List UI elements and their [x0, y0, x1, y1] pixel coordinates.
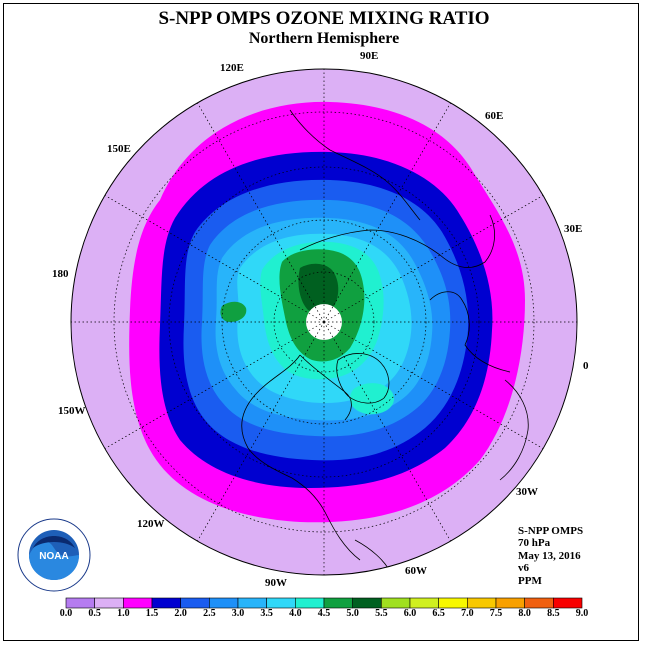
- lon-label-150e: 150E: [107, 143, 131, 155]
- colorbar-tick-label: 8.5: [547, 608, 560, 619]
- colorbar-segment: [524, 597, 554, 609]
- info-instrument: S-NPP OMPS: [518, 525, 584, 537]
- noaa-logo-text: NOAA: [39, 551, 68, 562]
- info-version: v6: [518, 562, 529, 575]
- lon-label-120w: 120W: [137, 518, 165, 530]
- colorbar: [65, 597, 583, 609]
- colorbar-tick-label: 0.0: [59, 608, 73, 619]
- colorbar-segment: [94, 597, 124, 609]
- colorbar-tick-label: 9.0: [575, 608, 589, 619]
- map-subtitle: Northern Hemisphere: [248, 30, 400, 47]
- colorbar-segment: [123, 597, 153, 609]
- lon-label-180: 180: [52, 268, 69, 280]
- colorbar-segment: [352, 597, 382, 609]
- colorbar-tick-label: 3.5: [260, 608, 273, 619]
- noaa-logo: NOAA: [17, 518, 91, 592]
- colorbar-tick-label: 7.0: [461, 608, 474, 619]
- band-4.0-4.5-secondary: [350, 383, 395, 415]
- colorbar-segment: [151, 597, 181, 609]
- map-boundary: [70, 68, 578, 576]
- colorbar-segment: [65, 597, 95, 609]
- lon-label-90e: 90E: [360, 50, 379, 62]
- info-level: 70 hPa: [518, 537, 551, 550]
- colorbar-segment: [237, 597, 267, 609]
- parallels: [113, 111, 535, 533]
- colorbar-segment: [209, 597, 239, 609]
- lon-label-150w: 150W: [58, 405, 86, 417]
- colorbar-segment: [438, 597, 468, 609]
- coastlines: [241, 109, 529, 575]
- colorbar-segment: [323, 597, 353, 609]
- colorbar-tick-label: 1.5: [145, 608, 159, 619]
- coastline-asia: [299, 214, 495, 269]
- band-5.0-5.5: [298, 263, 339, 313]
- colorbar-tick-label: 3.0: [231, 608, 245, 619]
- colorbar-segment: [409, 597, 439, 609]
- colorbar-segment: [495, 597, 525, 609]
- colorbar-tick-label: 7.5: [489, 608, 503, 619]
- colorbar-segment: [266, 597, 296, 609]
- info-date: May 13, 2016: [518, 549, 581, 562]
- map-frame: [3, 3, 639, 641]
- colorbar-tick-label: 5.5: [375, 608, 388, 619]
- colorbar-tick-label: 1.0: [117, 608, 130, 619]
- colorbar-segment: [180, 597, 210, 609]
- colorbar-tick-label: 4.0: [289, 608, 302, 619]
- colorbar-segment: [553, 597, 583, 609]
- band-4.5-5.0-secondary: [220, 301, 247, 322]
- lon-label-60e: 60E: [485, 110, 504, 122]
- coastline-east-asia: [289, 109, 421, 221]
- lon-label-30w: 30W: [516, 486, 538, 498]
- coastline-europe: [429, 291, 511, 373]
- info-block: S-NPP OMPS 70 hPa May 13, 2016 v6 PPM: [518, 525, 583, 587]
- colorbar-tick-label: 5.0: [346, 608, 359, 619]
- coastline-africa: [499, 379, 529, 481]
- colorbar-segment: [381, 597, 411, 609]
- lon-label-30e: 30E: [564, 223, 583, 235]
- colorbar-tick-label: 8.0: [518, 608, 531, 619]
- colorbar-tick-label: 4.5: [317, 608, 331, 619]
- colorbar-tick-label: 6.0: [403, 608, 417, 619]
- colorbar-tick-label: 2.5: [203, 608, 216, 619]
- lon-label-0: 0: [583, 360, 589, 372]
- lon-label-60w: 60W: [405, 565, 427, 577]
- colorbar-tick-label: 2.0: [174, 608, 187, 619]
- lon-label-120e: 120E: [220, 62, 244, 74]
- colorbar-tick-label: 0.5: [88, 608, 101, 619]
- info-units: PPM: [518, 574, 542, 587]
- lon-label-90w: 90W: [265, 577, 287, 589]
- colorbar-segment: [467, 597, 497, 609]
- map-title: S-NPP OMPS OZONE MIXING RATIO: [158, 8, 490, 29]
- colorbar-segment: [295, 597, 325, 609]
- colorbar-tick-label: 6.5: [432, 608, 445, 619]
- coastline-greenland: [336, 353, 390, 404]
